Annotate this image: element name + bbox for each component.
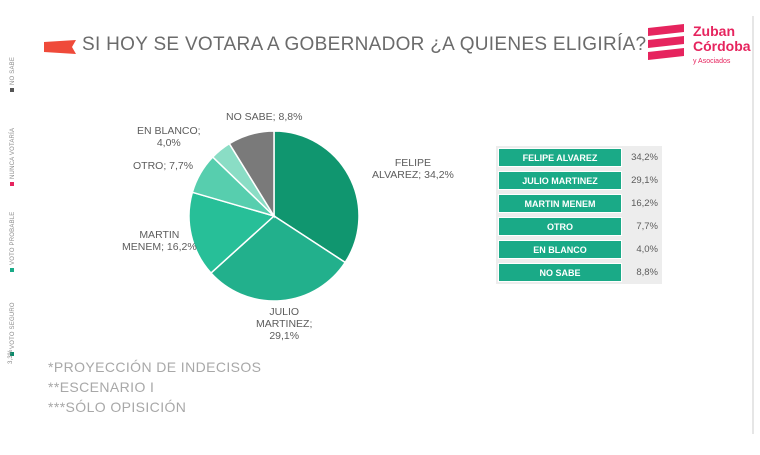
table-row: NO SABE 8,8%: [496, 263, 662, 282]
table-row: OTRO 7,7%: [496, 217, 662, 236]
company-logo: Zuban Córdoba y Asociados: [646, 20, 756, 76]
table-row: MARTIN MENEM 16,2%: [496, 194, 662, 213]
pie-label-line: EN BLANCO;: [137, 125, 201, 137]
pie-label-felipe-alvarez: FELIPE ALVAREZ; 34,2%: [372, 157, 454, 181]
pie-label-martin-menem: MARTIN MENEM; 16,2%: [122, 229, 197, 253]
pie-label-otro: OTRO; 7,7%: [133, 160, 193, 172]
pie-slice-no-sabe: [228, 130, 275, 219]
pie-slice-julio-martinez: [209, 215, 347, 302]
slide-edge: [752, 16, 754, 434]
results-table: FELIPE ALVAREZ 34,2% JULIO MARTINEZ 29,1…: [496, 146, 662, 284]
pie-label-line: FELIPE: [394, 157, 432, 169]
pie-label-line: OTRO; 7,7%: [133, 160, 194, 172]
logo-line1: Zuban: [693, 23, 735, 39]
pie-label-line: NO SABE; 8,8%: [226, 111, 303, 123]
pie-label-en-blanco: EN BLANCO; 4,0%: [137, 125, 201, 149]
pie-label-line: JULIO: [269, 306, 300, 318]
table-cell-value: 8,8%: [636, 267, 658, 278]
table-cell-value: 29,1%: [631, 175, 658, 186]
table-row: JULIO MARTINEZ 29,1%: [496, 171, 662, 190]
pie-label-line: ALVAREZ; 34,2%: [372, 169, 454, 181]
logo-sub: y Asociados: [693, 58, 731, 65]
table-cell-value: 4,0%: [636, 244, 658, 255]
pie-label-line: MARTIN: [139, 229, 180, 241]
table-cell-name: EN BLANCO: [498, 240, 622, 259]
page-title: SI HOY SE VOTARA A GOBERNADOR ¿A QUIENES…: [82, 34, 647, 55]
pie-label-line: MARTINEZ;: [256, 318, 313, 330]
footnote: ***SÓLO OPISICIÓN: [48, 399, 187, 415]
pie-label-line: 4,0%: [156, 137, 181, 149]
pie-label-line: 29,1%: [269, 330, 300, 342]
table-row: FELIPE ALVAREZ 34,2%: [496, 148, 662, 167]
table-row: EN BLANCO 4,0%: [496, 240, 662, 259]
logo-text: Zuban Córdoba: [693, 24, 751, 54]
table-cell-value: 34,2%: [631, 152, 658, 163]
table-cell-name: JULIO MARTINEZ: [498, 171, 622, 190]
table-cell-name: NO SABE: [498, 263, 622, 282]
title-flag-icon: [44, 40, 76, 54]
pie-slice-martin-menem: [188, 191, 276, 275]
logo-line2: Córdoba: [693, 38, 751, 54]
table-cell-value: 7,7%: [636, 221, 658, 232]
footnote: *PROYECCIÓN DE INDECISOS: [48, 359, 262, 375]
table-cell-name: FELIPE ALVAREZ: [498, 148, 622, 167]
table-cell-name: OTRO: [498, 217, 622, 236]
table-cell-value: 16,2%: [631, 198, 658, 209]
pie-label-no-sabe: NO SABE; 8,8%: [226, 111, 302, 123]
footnote: **ESCENARIO I: [48, 379, 155, 395]
pie-label-line: MENEM; 16,2%: [122, 241, 197, 253]
logo-mark-icon: [648, 24, 684, 60]
pie-label-julio-martinez: JULIO MARTINEZ; 29,1%: [256, 306, 312, 342]
footnotes: *PROYECCIÓN DE INDECISOS **ESCENARIO I *…: [48, 357, 261, 417]
table-cell-name: MARTIN MENEM: [498, 194, 622, 213]
